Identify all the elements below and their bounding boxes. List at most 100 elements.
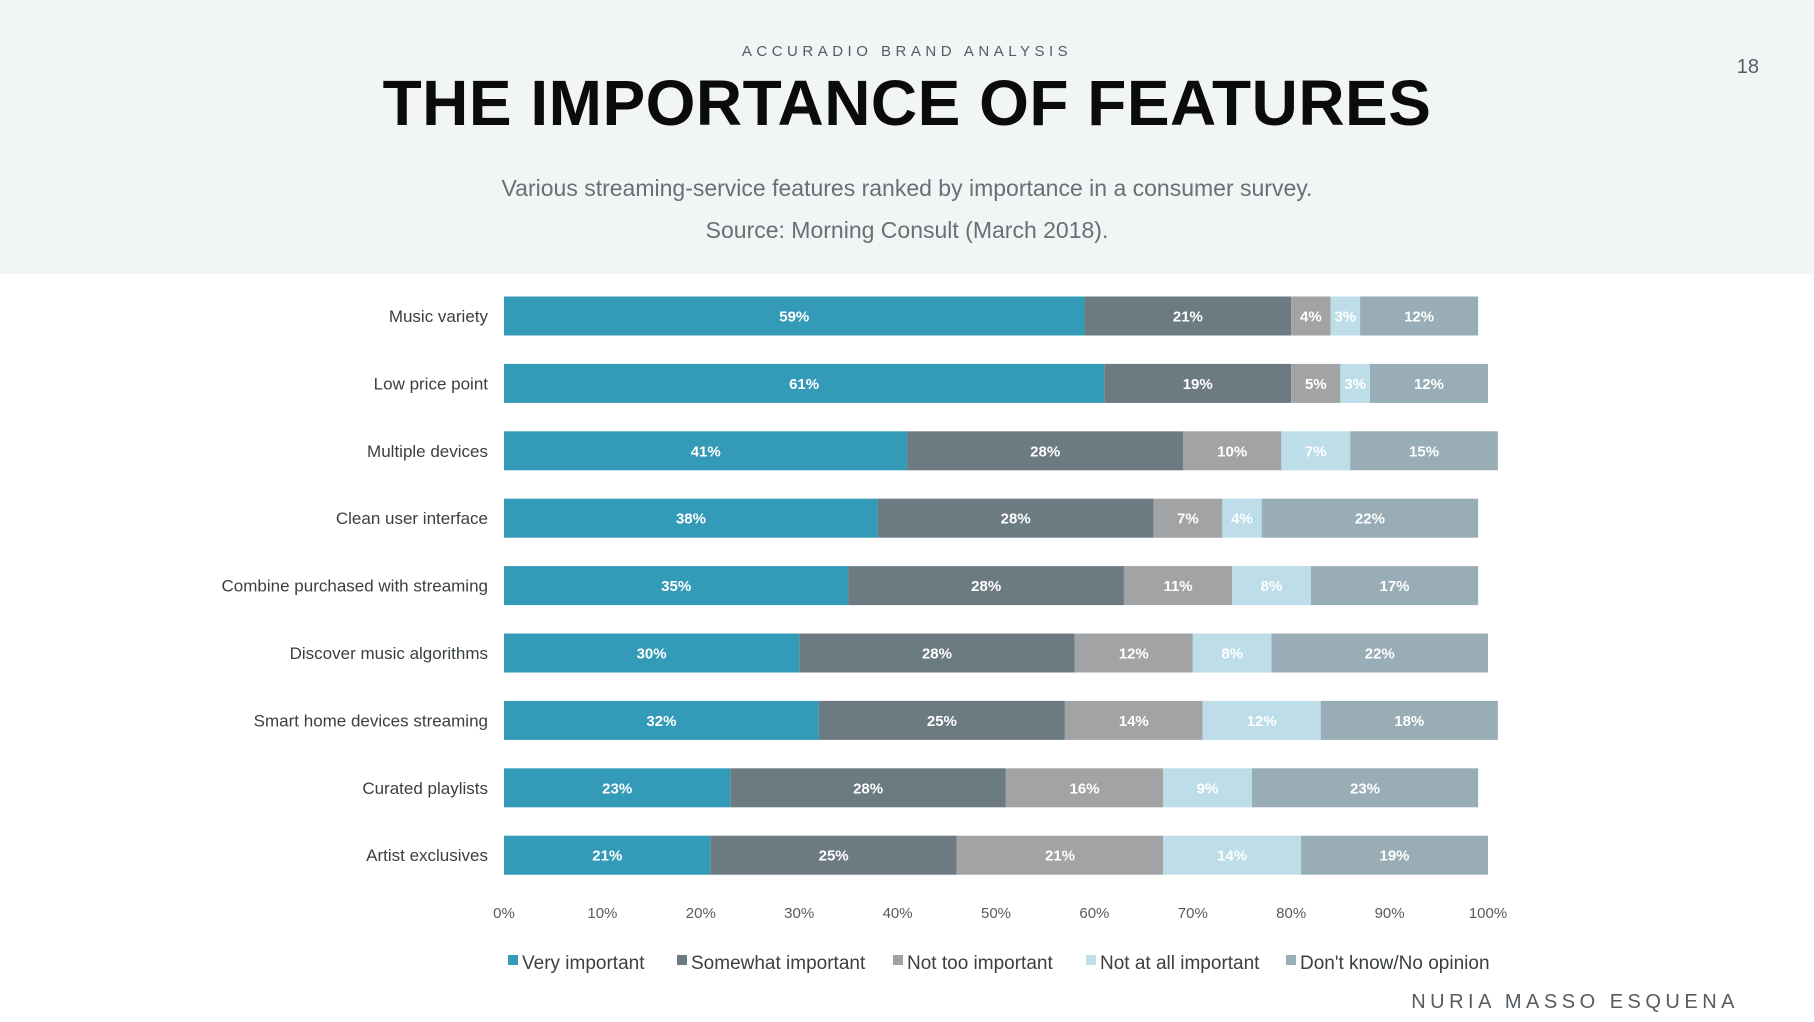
bar-value-label: 41% bbox=[691, 443, 721, 460]
bar-value-label: 30% bbox=[637, 646, 667, 663]
bar-value-label: 19% bbox=[1380, 848, 1410, 865]
bar-segment bbox=[1182, 431, 1282, 471]
author-credit: NURIA MASSO ESQUENA bbox=[1411, 991, 1739, 1013]
bar-value-label: 17% bbox=[1380, 578, 1410, 595]
bar-segment bbox=[1360, 296, 1479, 336]
bar-value-label: 14% bbox=[1119, 713, 1149, 730]
header-band: ACCURADIO BRAND ANALYSIS THE IMPORTANCE … bbox=[0, 0, 1814, 274]
bar-value-label: 9% bbox=[1197, 780, 1219, 797]
bar-value-label: 8% bbox=[1221, 646, 1243, 663]
bar-value-label: 21% bbox=[592, 848, 622, 865]
legend-label: Very important bbox=[522, 953, 645, 974]
category-label: Artist exclusives bbox=[366, 846, 488, 865]
x-tick-label: 40% bbox=[883, 905, 913, 922]
bar-segment bbox=[1350, 431, 1498, 471]
bar-segment bbox=[956, 835, 1164, 875]
bar-segment bbox=[1330, 296, 1361, 336]
legend-label: Not too important bbox=[907, 953, 1053, 974]
bar-segment bbox=[1123, 566, 1233, 606]
category-label: Curated playlists bbox=[362, 779, 488, 798]
bar-segment bbox=[1251, 768, 1479, 808]
bar-value-label: 8% bbox=[1261, 578, 1283, 595]
bar-value-label: 14% bbox=[1217, 848, 1247, 865]
bar-segment bbox=[799, 633, 1075, 673]
bar-segment bbox=[1281, 431, 1351, 471]
bar-value-label: 12% bbox=[1247, 713, 1277, 730]
bar-value-label: 38% bbox=[676, 511, 706, 528]
bar-segment bbox=[1291, 363, 1341, 403]
category-label: Discover music algorithms bbox=[290, 644, 488, 663]
bar-segment bbox=[818, 700, 1065, 740]
category-label: Multiple devices bbox=[367, 442, 488, 461]
bar-value-label: 3% bbox=[1334, 309, 1356, 326]
x-tick-label: 20% bbox=[686, 905, 716, 922]
bar-segment bbox=[504, 768, 731, 808]
bar-segment bbox=[504, 700, 819, 740]
bar-value-label: 23% bbox=[602, 780, 632, 797]
bar-value-label: 22% bbox=[1365, 646, 1395, 663]
legend-label: Don't know/No opinion bbox=[1300, 953, 1490, 974]
legend-swatch bbox=[1286, 955, 1296, 965]
bar-segment bbox=[1074, 633, 1193, 673]
bar-value-label: 10% bbox=[1217, 443, 1247, 460]
x-tick-label: 80% bbox=[1276, 905, 1306, 922]
x-tick-label: 50% bbox=[981, 905, 1011, 922]
bar-value-label: 12% bbox=[1404, 309, 1434, 326]
legend-swatch bbox=[893, 955, 903, 965]
bar-segment bbox=[1005, 768, 1164, 808]
bar-value-label: 28% bbox=[1001, 511, 1031, 528]
bar-value-label: 12% bbox=[1119, 646, 1149, 663]
bar-segment bbox=[877, 498, 1154, 538]
category-label: Combine purchased with streaming bbox=[222, 577, 488, 596]
bar-value-label: 4% bbox=[1231, 511, 1253, 528]
bar-segment bbox=[504, 363, 1105, 403]
bar-segment bbox=[907, 431, 1183, 471]
bar-value-label: 22% bbox=[1355, 511, 1385, 528]
bar-value-label: 28% bbox=[1030, 443, 1060, 460]
bar-value-label: 28% bbox=[853, 780, 883, 797]
bar-segment bbox=[504, 498, 878, 538]
bar-segment bbox=[504, 566, 849, 606]
bar-segment bbox=[710, 835, 957, 875]
bar-value-label: 4% bbox=[1300, 309, 1322, 326]
bar-segment bbox=[1320, 700, 1498, 740]
bar-segment bbox=[1369, 363, 1488, 403]
bar-segment bbox=[1291, 296, 1331, 336]
bar-value-label: 11% bbox=[1163, 578, 1192, 595]
bar-value-label: 32% bbox=[646, 713, 676, 730]
category-label: Music variety bbox=[389, 307, 489, 326]
bar-segment bbox=[1192, 633, 1272, 673]
chart-source: Source: Morning Consult (March 2018). bbox=[705, 217, 1109, 243]
x-tick-label: 90% bbox=[1375, 905, 1405, 922]
chart-subtitle: Various streaming-service features ranke… bbox=[501, 175, 1313, 201]
category-label: Smart home devices streaming bbox=[254, 711, 488, 730]
bar-segment bbox=[1153, 498, 1223, 538]
bar-value-label: 59% bbox=[779, 309, 809, 326]
page-number: 18 bbox=[1736, 56, 1759, 78]
bar-value-label: 28% bbox=[971, 578, 1001, 595]
kicker-text: ACCURADIO BRAND ANALYSIS bbox=[741, 43, 1073, 60]
bar-value-label: 28% bbox=[922, 646, 952, 663]
legend-label: Not at all important bbox=[1100, 953, 1260, 974]
bar-segment bbox=[1222, 498, 1262, 538]
legend-label: Somewhat important bbox=[691, 953, 866, 974]
bar-segment bbox=[1261, 498, 1479, 538]
bar-value-label: 21% bbox=[1045, 848, 1075, 865]
bar-segment bbox=[1232, 566, 1311, 606]
bar-segment bbox=[504, 431, 908, 471]
bar-segment bbox=[1104, 363, 1292, 403]
x-tick-label: 60% bbox=[1079, 905, 1109, 922]
bar-value-label: 5% bbox=[1305, 376, 1327, 393]
bar-value-label: 16% bbox=[1070, 780, 1100, 797]
legend-swatch bbox=[677, 955, 687, 965]
bar-value-label: 12% bbox=[1414, 376, 1444, 393]
bar-value-label: 25% bbox=[927, 713, 957, 730]
x-tick-label: 30% bbox=[784, 905, 814, 922]
x-tick-label: 70% bbox=[1178, 905, 1208, 922]
bar-segment bbox=[1084, 296, 1292, 336]
bar-segment bbox=[1163, 768, 1252, 808]
bar-segment bbox=[1202, 700, 1321, 740]
bar-segment bbox=[504, 835, 711, 875]
bar-value-label: 19% bbox=[1183, 376, 1213, 393]
